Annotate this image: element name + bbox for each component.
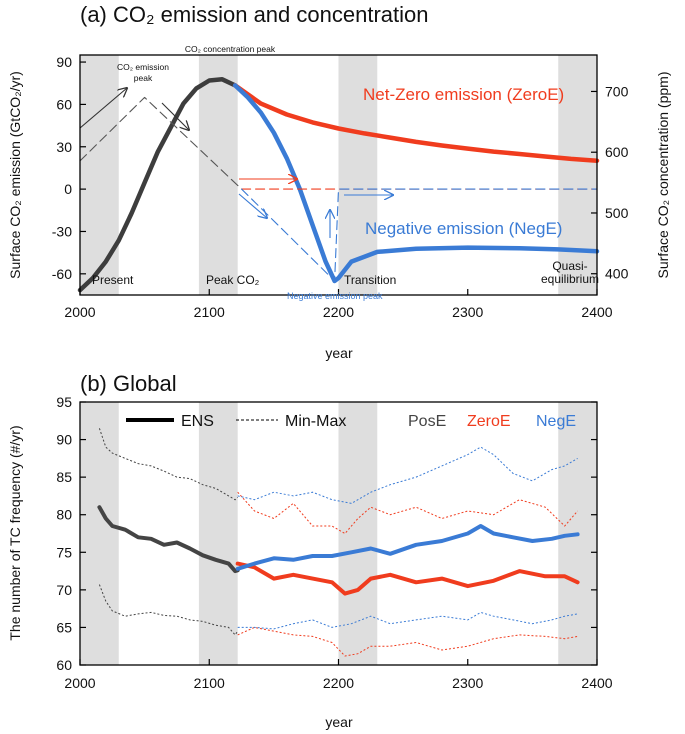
panel-b-legend: ENS Min-Max PosE ZeroE NegE <box>126 413 576 430</box>
panel-b-xtick-label-3: 2300 <box>452 675 483 691</box>
legend-zeroe-label: ZeroE <box>467 413 511 430</box>
panel-b-ylabel: The number of TC frequency (#/yr) <box>7 425 23 640</box>
panel-a-ytick-right-label-3: 400 <box>605 266 629 282</box>
panel-a-xtick-label-4: 2400 <box>581 304 612 320</box>
panel-a-ytick-left-label-3: 0 <box>64 181 72 197</box>
panel-a-xtick-label-0: 2000 <box>64 304 95 320</box>
panel-b-pose-ens <box>97 505 240 574</box>
panel-b-nege-min <box>237 611 578 630</box>
panel-a-ylabel-left: Surface CO₂ emission (GtCO₂/yr) <box>7 71 23 279</box>
panel-a-shade-3 <box>558 55 597 295</box>
period-label-peak: Peak CO₂ <box>206 273 260 287</box>
panel-b-zeroe-ens <box>235 561 580 596</box>
panel-b-xtick-label-4: 2400 <box>581 675 612 691</box>
panel-a-series-5 <box>241 188 598 282</box>
panel-b-xtick-label-1: 2100 <box>194 675 225 691</box>
panel-b-ytick-label-4: 75 <box>56 544 72 560</box>
panel-b-axes: 2000 2100 2200 2300 2400 95 90 85 80 75 70 65 60 <box>56 394 612 691</box>
panel-a-ytick-left-label-4: -30 <box>52 223 72 239</box>
panel-a-arrows <box>79 88 393 238</box>
panel-a-ytick-left-label-5: -60 <box>52 266 72 282</box>
panel-a-shade-0 <box>80 55 119 295</box>
panel-a-title: (a) CO₂ emission and concentration <box>80 2 428 27</box>
legend-ens-label: ENS <box>181 413 214 430</box>
panel-a-ytick-left-label-2: 30 <box>56 139 72 155</box>
panel-a-ytick-right-label-2: 500 <box>605 205 629 221</box>
panel-a-shaded-periods <box>80 55 597 295</box>
panel-b-title: (b) Global <box>80 371 177 396</box>
panel-a-series-3 <box>79 96 243 190</box>
panel-b-shade-2 <box>338 402 378 665</box>
panel-b-nege-max <box>237 446 578 504</box>
series-label-zeroe: Net-Zero emission (ZeroE) <box>363 85 564 104</box>
panel-b-ytick-label-0: 95 <box>56 394 72 410</box>
period-label-present: Present <box>92 273 134 287</box>
panel-b-ytick-label-1: 90 <box>56 432 72 448</box>
legend-minmax-label: Min-Max <box>285 413 346 430</box>
panel-a-series-1 <box>232 83 600 163</box>
panel-b-ytick-label-7: 60 <box>56 657 72 673</box>
panel-b-zeroe-max <box>237 491 578 535</box>
annotation-emission-peak: CO₂ emission peak <box>117 62 169 83</box>
panel-b-ytick-label-6: 65 <box>56 619 72 635</box>
panel-b-series <box>97 428 580 657</box>
panel-a: (a) CO₂ emission and concentration 2000 2… <box>7 2 671 361</box>
panel-a-xlabel: year <box>325 345 353 361</box>
arrow-nege-down <box>238 193 267 218</box>
panel-a-xtick-label-2: 2200 <box>323 304 354 320</box>
panel-b-ytick-label-3: 80 <box>56 507 72 523</box>
panel-b-ytick-label-2: 85 <box>56 469 72 485</box>
panel-b-xlabel: year <box>325 714 353 730</box>
legend-pose-label: PosE <box>408 413 446 430</box>
panel-b-pose-min <box>98 584 239 636</box>
panel-a-ytick-left-label-0: 90 <box>56 54 72 70</box>
panel-a-xtick-label-3: 2300 <box>452 304 483 320</box>
panel-b-zeroe-min <box>237 626 578 657</box>
legend-nege-label: NegE <box>536 413 576 430</box>
panel-a-series <box>77 77 600 293</box>
panel-b-nege-ens <box>235 524 580 571</box>
panel-b-ytick-label-5: 70 <box>56 582 72 598</box>
panel-b-shade-0 <box>80 402 119 665</box>
panel-a-series-0 <box>77 77 238 293</box>
arrow-emission-rise <box>79 88 127 129</box>
annotation-negative-emission-peak: Negative emission peak <box>287 291 383 301</box>
period-label-quasi: Quasi-equilibrium <box>541 259 599 286</box>
panel-a-ytick-right-label-1: 600 <box>605 144 629 160</box>
period-label-transition: Transition <box>344 273 396 287</box>
panel-a-ylabel-right: Surface CO₂ concentration (ppm) <box>655 72 671 279</box>
panel-a-ytick-right-label-0: 700 <box>605 83 629 99</box>
panel-b-xtick-label-2: 2200 <box>323 675 354 691</box>
panel-a-axes: 2000 2100 2200 2300 2400 90 60 30 0 -30 -60 700 600 5… <box>52 54 629 320</box>
annotation-concentration-peak: CO₂ concentration peak <box>185 44 276 54</box>
panel-b-shaded-periods <box>80 402 597 665</box>
panel-b-xtick-label-0: 2000 <box>64 675 95 691</box>
panel-a-ytick-left-label-1: 60 <box>56 96 72 112</box>
panel-b-shade-1 <box>198 402 238 665</box>
arrow-emission-fall <box>161 102 189 130</box>
series-label-nege: Negative emission (NegE) <box>365 219 562 238</box>
panel-b: (b) Global ENS Min-Max PosE ZeroE NegE 2… <box>7 371 613 730</box>
panel-a-xtick-label-1: 2100 <box>194 304 225 320</box>
panel-a-shade-1 <box>198 55 238 295</box>
